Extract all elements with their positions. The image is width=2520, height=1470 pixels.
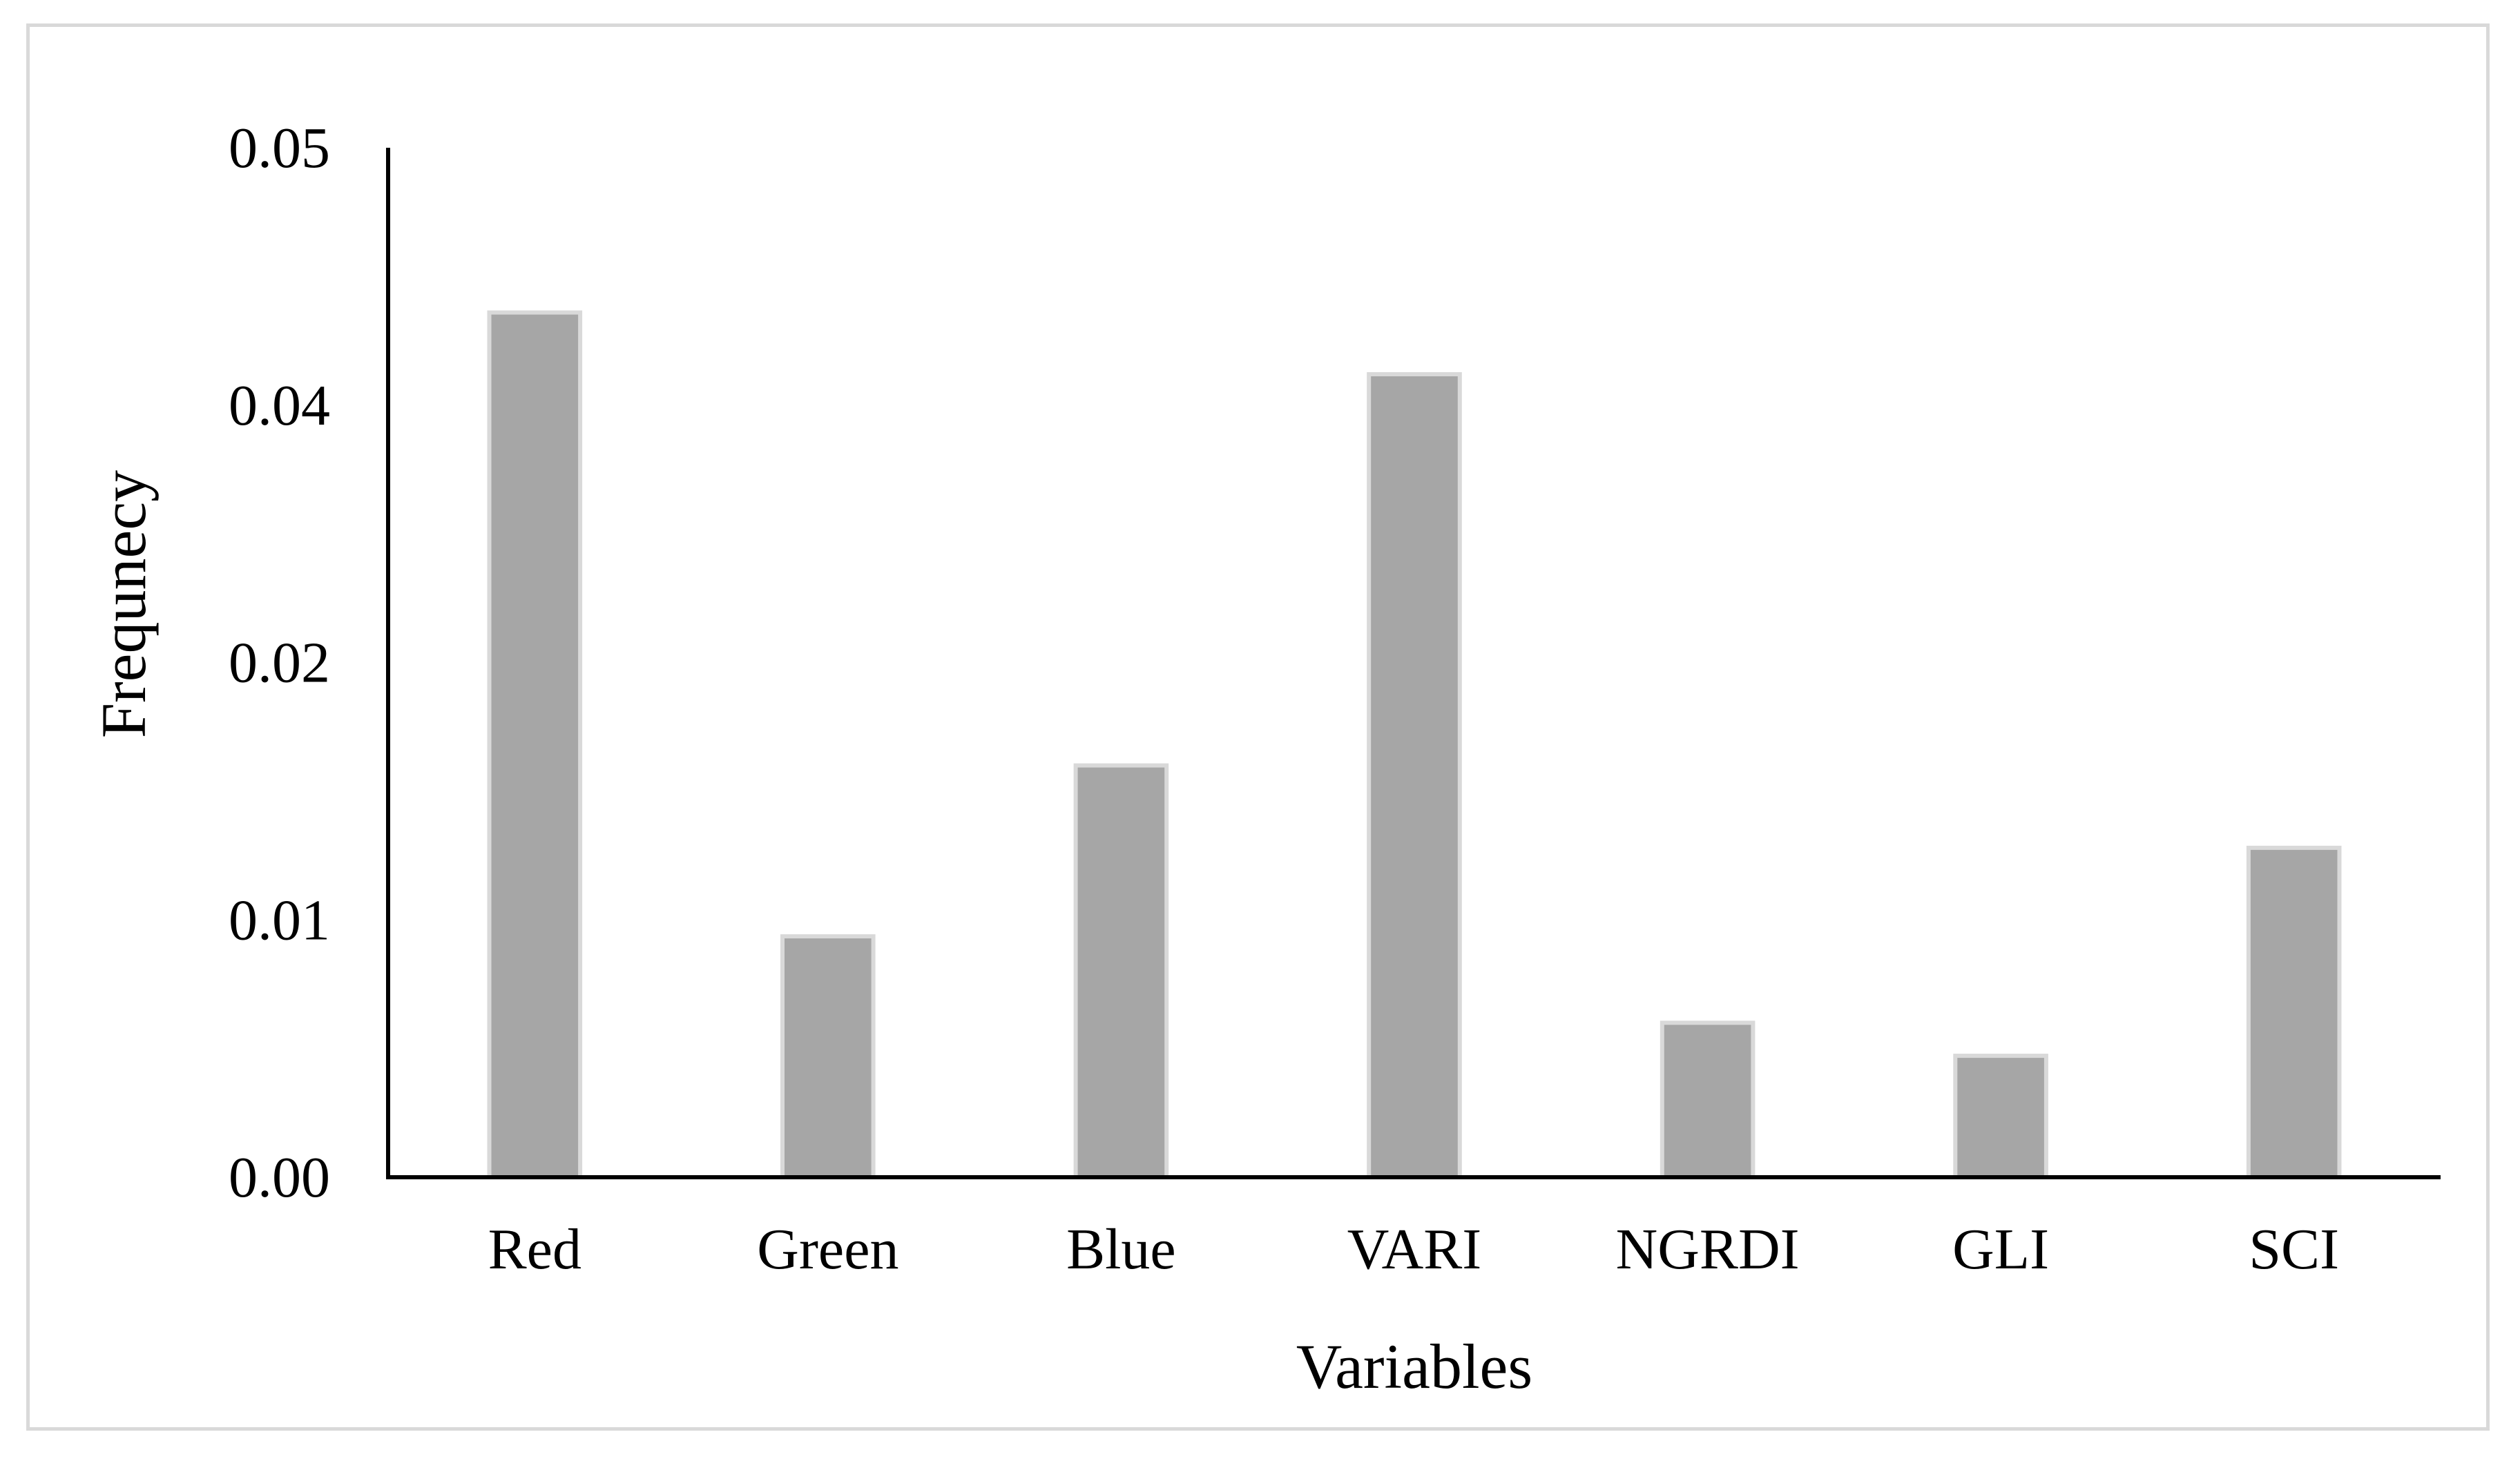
x-tick-label-red: Red — [488, 1217, 581, 1282]
x-tick-label-vari: VARI — [1347, 1217, 1482, 1282]
bars-group — [487, 310, 2342, 1180]
x-tick-label-ngrdi: NGRDI — [1616, 1217, 1800, 1282]
x-tick-label-gli: GLI — [1952, 1217, 2049, 1282]
bar-green — [780, 934, 876, 1179]
bar-red — [487, 310, 583, 1180]
bar-ngrdi — [1660, 1021, 1756, 1180]
x-tick-labels: Red Green Blue VARI NGRDI GLI SCI — [488, 1217, 2339, 1282]
x-tick-label-blue: Blue — [1066, 1217, 1176, 1282]
y-tick-label: 0.01 — [229, 888, 330, 952]
y-tick-labels: 0.00 0.01 0.02 0.04 0.05 — [229, 116, 330, 1210]
y-tick-label: 0.02 — [229, 631, 330, 695]
y-axis-title: Frequnecy — [88, 470, 159, 738]
bar-sci — [2246, 845, 2342, 1180]
chart-frame — [26, 23, 2490, 1431]
bar-blue — [1073, 763, 1169, 1179]
x-tick-label-sci: SCI — [2249, 1217, 2339, 1282]
y-tick-label: 0.04 — [229, 374, 330, 438]
bar-vari — [1367, 372, 1462, 1179]
y-tick-label: 0.00 — [229, 1145, 330, 1210]
bar-gli — [1953, 1054, 2048, 1179]
y-tick-label: 0.05 — [229, 116, 330, 180]
x-axis-title: Variables — [1296, 1331, 1532, 1402]
x-tick-label-green: Green — [757, 1217, 898, 1282]
